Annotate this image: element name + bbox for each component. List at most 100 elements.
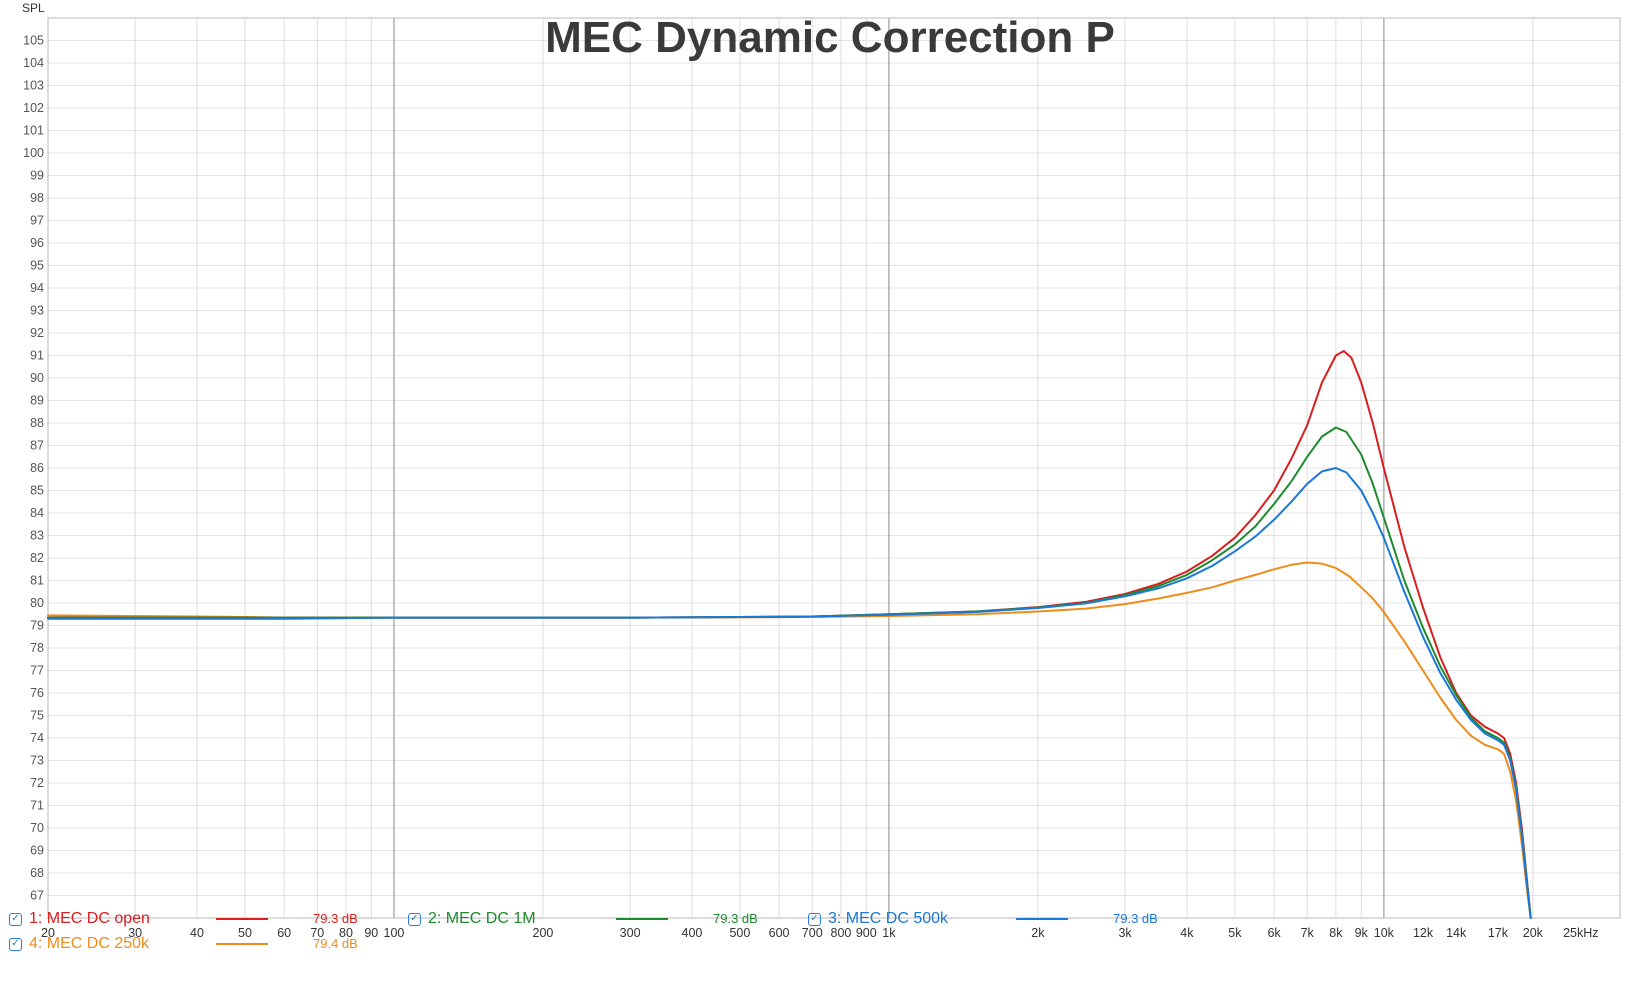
y-tick-label: 82 xyxy=(30,551,44,565)
legend-label: 3: MEC DC 500k xyxy=(828,910,949,927)
legend-value: 79.3 dB xyxy=(313,911,358,926)
x-tick-label: 500 xyxy=(729,926,750,940)
chart-title: MEC Dynamic Correction P xyxy=(545,13,1115,62)
y-tick-label: 93 xyxy=(30,304,44,318)
y-tick-label: 68 xyxy=(30,866,44,880)
x-tick-label: 10k xyxy=(1374,926,1395,940)
y-tick-label: 71 xyxy=(30,799,44,813)
x-tick-label: 200 xyxy=(533,926,554,940)
legend-item[interactable]: ✓ 1: MEC DC open xyxy=(9,908,150,930)
y-tick-label: 99 xyxy=(30,169,44,183)
x-tick-label: 9k xyxy=(1355,926,1369,940)
x-tick-label: 4k xyxy=(1180,926,1194,940)
grid xyxy=(48,18,1620,918)
y-tick-label: 84 xyxy=(30,506,44,520)
y-tick-label: 87 xyxy=(30,439,44,453)
plot-frame xyxy=(47,17,1621,919)
series-line xyxy=(47,467,1532,919)
series-line xyxy=(47,426,1532,919)
legend-swatch xyxy=(616,918,668,920)
legend-label: 2: MEC DC 1M xyxy=(428,910,536,927)
legend-swatch xyxy=(216,918,268,920)
x-tick-label: 1k xyxy=(882,926,896,940)
y-tick-label: 100 xyxy=(23,146,44,160)
y-tick-label: 79 xyxy=(30,619,44,633)
y-tick-label: 89 xyxy=(30,394,44,408)
x-tick-label: 700 xyxy=(802,926,823,940)
x-tick-label: 3k xyxy=(1118,926,1132,940)
legend-item[interactable]: ✓ 4: MEC DC 250k xyxy=(9,933,149,955)
y-tick-label: 83 xyxy=(30,529,44,543)
y-tick-label: 76 xyxy=(30,686,44,700)
y-tick-label: 75 xyxy=(30,709,44,723)
y-tick-label: 102 xyxy=(23,101,44,115)
legend-label: 4: MEC DC 250k xyxy=(29,935,150,952)
x-tick-label: 2k xyxy=(1031,926,1045,940)
y-tick-label: 97 xyxy=(30,214,44,228)
y-tick-label: 92 xyxy=(30,326,44,340)
y-tick-label: 98 xyxy=(30,191,44,205)
y-tick-label: 69 xyxy=(30,844,44,858)
x-tick-label: 7k xyxy=(1301,926,1315,940)
legend-label: 1: MEC DC open xyxy=(29,910,150,927)
y-tick-label: 101 xyxy=(23,124,44,138)
y-tick-label: 103 xyxy=(23,79,44,93)
checkbox-icon[interactable]: ✓ xyxy=(408,912,421,926)
y-tick-label: 72 xyxy=(30,776,44,790)
legend-item[interactable]: ✓ 2: MEC DC 1M xyxy=(408,908,536,930)
x-tick-label: 25kHz xyxy=(1563,926,1598,940)
y-tick-label: 88 xyxy=(30,416,44,430)
y-axis-label: SPL xyxy=(22,1,45,15)
x-tick-label: 400 xyxy=(682,926,703,940)
y-tick-label: 94 xyxy=(30,281,44,295)
x-tick-label: 60 xyxy=(277,926,291,940)
legend-value: 79.3 dB xyxy=(713,911,758,926)
y-tick-label: 91 xyxy=(30,349,44,363)
x-axis-ticks: 20 30 40 50 60 70 80 90 100 200 300 400 500 600 700 800… xyxy=(41,926,1598,940)
y-tick-label: 96 xyxy=(30,236,44,250)
x-tick-label: 40 xyxy=(190,926,204,940)
y-tick-label: 70 xyxy=(30,821,44,835)
checkbox-icon[interactable]: ✓ xyxy=(808,912,821,926)
y-tick-label: 77 xyxy=(30,664,44,678)
x-tick-label: 900 xyxy=(856,926,877,940)
y-tick-label: 74 xyxy=(30,731,44,745)
legend-item[interactable]: ✓ 3: MEC DC 500k xyxy=(808,908,948,930)
x-tick-label: 50 xyxy=(238,926,252,940)
x-tick-label: 30 xyxy=(128,926,142,940)
y-tick-label: 73 xyxy=(30,754,44,768)
x-tick-label: 6k xyxy=(1267,926,1281,940)
x-tick-label: 300 xyxy=(620,926,641,940)
y-tick-label: 85 xyxy=(30,484,44,498)
series-lines xyxy=(47,350,1532,919)
x-tick-label: 90 xyxy=(364,926,378,940)
checkbox-icon[interactable]: ✓ xyxy=(9,937,22,951)
x-tick-label: 14k xyxy=(1446,926,1467,940)
x-tick-label: 600 xyxy=(769,926,790,940)
y-tick-label: 81 xyxy=(30,574,44,588)
x-tick-label: 20 xyxy=(41,926,55,940)
y-tick-label: 90 xyxy=(30,371,44,385)
legend-value: 79.3 dB xyxy=(1113,911,1158,926)
y-tick-label: 80 xyxy=(30,596,44,610)
legend-value: 79.4 dB xyxy=(313,936,358,951)
x-tick-label: 70 xyxy=(310,926,324,940)
x-tick-label: 5k xyxy=(1228,926,1242,940)
legend-swatch xyxy=(1016,918,1068,920)
checkbox-icon[interactable]: ✓ xyxy=(9,912,22,926)
y-tick-label: 104 xyxy=(23,56,44,70)
y-axis-ticks: 67 68 69 70 71 72 73 74 75 76 77 78 79 80 81 82 83 84 85 86… xyxy=(23,34,44,903)
x-tick-label: 17k xyxy=(1488,926,1509,940)
x-tick-label: 8k xyxy=(1329,926,1343,940)
y-tick-label: 105 xyxy=(23,34,44,48)
y-tick-label: 95 xyxy=(30,259,44,273)
x-tick-label: 100 xyxy=(384,926,405,940)
x-tick-label: 80 xyxy=(339,926,353,940)
y-tick-label: 67 xyxy=(30,889,44,903)
x-tick-label: 800 xyxy=(831,926,852,940)
y-tick-label: 86 xyxy=(30,461,44,475)
x-tick-label: 20k xyxy=(1523,926,1544,940)
x-tick-label: 12k xyxy=(1413,926,1434,940)
legend-swatch xyxy=(216,943,268,945)
